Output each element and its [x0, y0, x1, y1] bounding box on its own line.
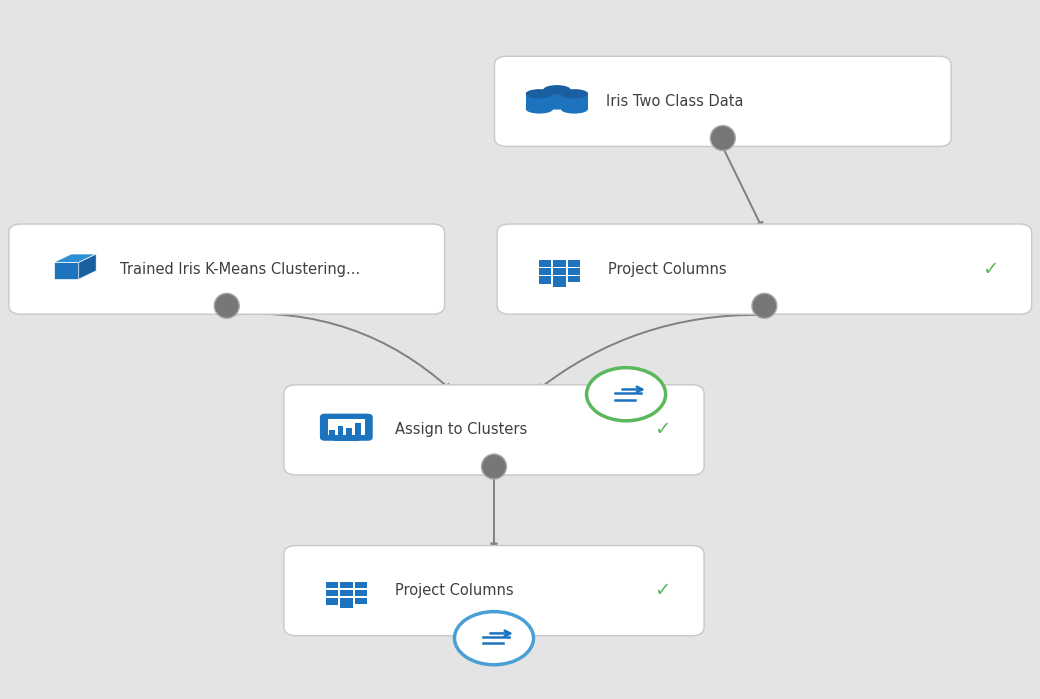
Polygon shape: [79, 254, 97, 279]
Ellipse shape: [526, 104, 553, 114]
FancyBboxPatch shape: [284, 545, 704, 636]
FancyBboxPatch shape: [568, 268, 580, 275]
FancyBboxPatch shape: [355, 598, 367, 604]
Text: Iris Two Class Data: Iris Two Class Data: [605, 94, 744, 109]
FancyBboxPatch shape: [326, 582, 338, 589]
Ellipse shape: [543, 85, 571, 94]
FancyBboxPatch shape: [539, 276, 551, 284]
FancyBboxPatch shape: [346, 428, 353, 435]
Circle shape: [454, 612, 534, 665]
FancyBboxPatch shape: [329, 430, 335, 435]
FancyBboxPatch shape: [340, 590, 353, 596]
FancyBboxPatch shape: [561, 94, 589, 109]
FancyBboxPatch shape: [284, 384, 704, 475]
FancyBboxPatch shape: [326, 598, 338, 605]
Text: ✓: ✓: [654, 581, 671, 600]
FancyBboxPatch shape: [355, 582, 367, 589]
FancyBboxPatch shape: [343, 436, 349, 440]
FancyBboxPatch shape: [334, 439, 359, 441]
Polygon shape: [54, 254, 97, 262]
Ellipse shape: [526, 89, 553, 99]
FancyBboxPatch shape: [340, 582, 353, 589]
FancyBboxPatch shape: [320, 414, 372, 441]
Text: Trained Iris K-Means Clustering...: Trained Iris K-Means Clustering...: [120, 261, 361, 277]
Ellipse shape: [710, 126, 735, 150]
FancyBboxPatch shape: [539, 260, 551, 267]
Ellipse shape: [543, 100, 571, 110]
Ellipse shape: [482, 454, 506, 479]
Text: ✓: ✓: [654, 420, 671, 440]
FancyBboxPatch shape: [539, 268, 551, 275]
FancyBboxPatch shape: [338, 426, 343, 435]
FancyBboxPatch shape: [328, 419, 365, 435]
FancyBboxPatch shape: [497, 224, 1032, 315]
FancyBboxPatch shape: [553, 260, 566, 267]
FancyBboxPatch shape: [525, 94, 553, 109]
FancyBboxPatch shape: [355, 590, 367, 596]
FancyBboxPatch shape: [553, 268, 566, 275]
Text: Project Columns: Project Columns: [395, 583, 514, 598]
Polygon shape: [54, 262, 79, 279]
Ellipse shape: [561, 89, 589, 99]
FancyBboxPatch shape: [326, 590, 338, 596]
FancyBboxPatch shape: [553, 276, 566, 287]
Text: Assign to Clusters: Assign to Clusters: [395, 422, 527, 438]
Text: Project Columns: Project Columns: [608, 261, 727, 277]
Ellipse shape: [214, 294, 239, 318]
Circle shape: [587, 368, 666, 421]
FancyBboxPatch shape: [340, 598, 353, 608]
FancyBboxPatch shape: [495, 57, 951, 147]
Text: ✓: ✓: [982, 259, 998, 279]
FancyBboxPatch shape: [568, 276, 580, 282]
FancyBboxPatch shape: [568, 260, 580, 267]
FancyBboxPatch shape: [8, 224, 445, 315]
Ellipse shape: [752, 294, 777, 318]
Ellipse shape: [561, 104, 589, 114]
FancyBboxPatch shape: [355, 423, 361, 435]
FancyBboxPatch shape: [543, 89, 571, 105]
